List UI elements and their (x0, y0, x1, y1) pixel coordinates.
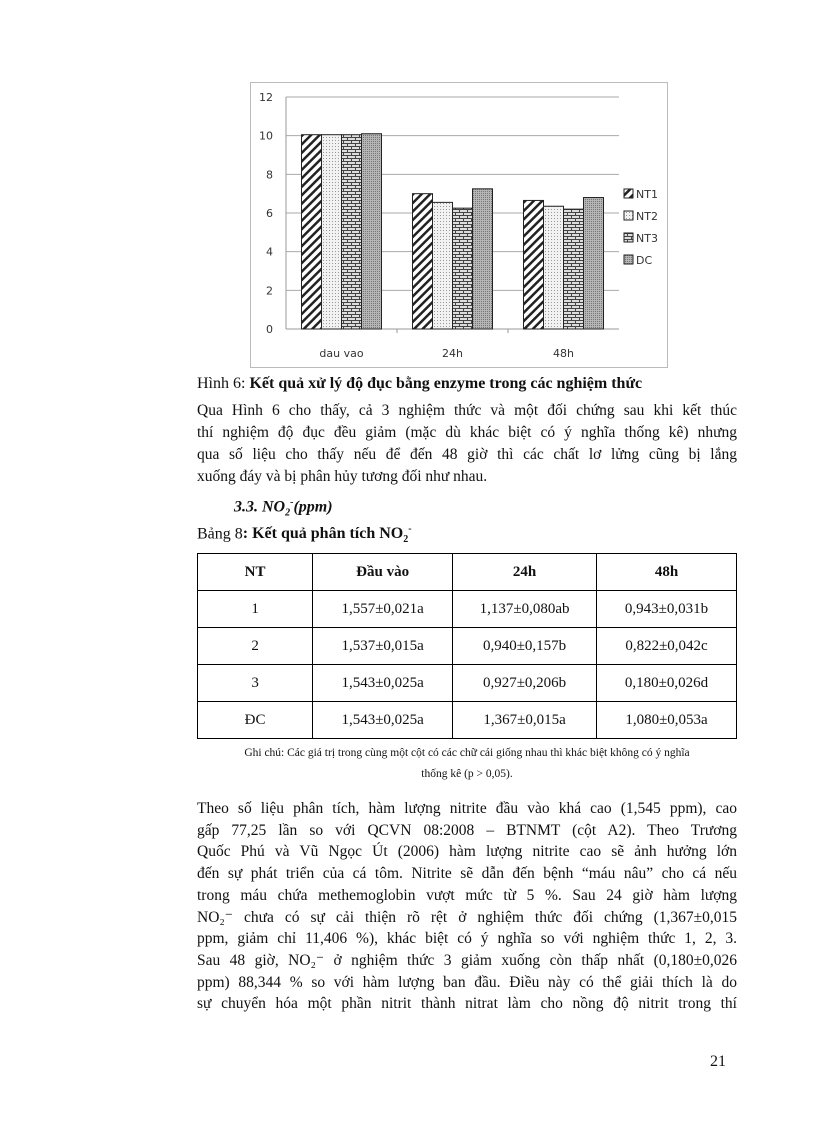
legend-swatch-nt2 (623, 210, 634, 221)
table-row: 1 1,557±0,021a 1,137±0,080ab 0,943±0,031b (196, 590, 737, 628)
table-cell: 1,543±0,025a (312, 664, 454, 702)
table-note-line-2: thống kê (p > 0,05). (421, 768, 513, 780)
bar-nt2-24h (432, 201, 453, 330)
x-tick-label: dau vao (319, 347, 363, 360)
table-cell: 1,543±0,025a (312, 701, 454, 739)
text-line: Sau 48 giờ, NO₂⁻ ở nghiệm thức 3 giảm xu… (197, 951, 737, 969)
text-line: Theo số liệu phân tích, hàm lượng nitrit… (197, 800, 737, 817)
column-header: 24h (452, 553, 598, 591)
text-line: Qua Hình 6 cho thấy, cả 3 nghiệm thức và… (197, 402, 737, 419)
legend-label: NT3 (636, 232, 658, 245)
bar-dc-48h (583, 197, 604, 330)
text-line: NO₂⁻ chưa có sự cải thiện rõ rệt ở nghiệ… (197, 908, 737, 926)
legend-label: NT1 (636, 188, 658, 201)
page-number: 21 (710, 1053, 726, 1070)
bar-nt1-24h (412, 193, 433, 330)
bar-dc-24h (472, 188, 493, 330)
text-line: trong máu chứa methemoglobin vượt mức từ… (197, 886, 737, 904)
table-caption-sub: 2 (403, 534, 409, 546)
x-tick-label: 24h (442, 347, 463, 360)
text-line: xuống đáy và bị phân hủy tương đối như n… (197, 468, 488, 485)
table-cell: 2 (196, 627, 314, 665)
text-line: đến sự phát triển của cá tôm. Nitrite sẽ… (197, 865, 737, 883)
table-cell: 0,943±0,031b (596, 590, 737, 628)
text-line: ppm, giảm chỉ 11,406 %), khác biệt có ý … (197, 930, 737, 948)
table-row: ĐC 1,543±0,025a 1,367±0,015a 1,080±0,053a (196, 701, 737, 739)
legend-swatch-dc (623, 254, 634, 265)
table-header-row: NT Đầu vào 24h 48h (196, 553, 737, 591)
x-tick-label: 48h (553, 347, 574, 360)
bar-nt1-dau-vao (301, 134, 322, 330)
text-line: ppm) 88,344 % so với hàm lượng ban đầu. … (197, 973, 737, 991)
y-tick-label: 10 (259, 130, 273, 143)
results-table: NT Đầu vào 24h 48h 1 1,557±0,021a 1,137±0,080… (196, 553, 737, 739)
y-tick-label: 12 (259, 91, 273, 104)
column-header: NT (196, 553, 314, 591)
bar-dc-dau-vao (361, 133, 382, 330)
bar-nt3-dau-vao (341, 134, 362, 330)
table-cell: 0,180±0,026d (596, 664, 737, 702)
legend-swatch-nt1 (623, 188, 634, 199)
table-cell: 1,137±0,080ab (452, 590, 598, 628)
heading-sub: 2 (285, 507, 291, 519)
y-tick-label: 0 (266, 323, 273, 336)
table-cell: 1,537±0,015a (312, 627, 454, 665)
bar-nt2-dau-vao (321, 134, 342, 330)
bar-chart: 0 2 4 6 8 10 12 dau vao 24h 48h NT1 NT2 NT3 DC (250, 82, 668, 368)
y-tick-label: 6 (266, 207, 273, 220)
table-cell: 1,080±0,053a (596, 701, 737, 739)
table-cell: 0,927±0,206b (452, 664, 598, 702)
column-header: Đầu vào (312, 553, 454, 591)
table-caption-sup: - (408, 524, 412, 535)
table-cell: 1,367±0,015a (452, 701, 598, 739)
table-caption-title: : Kết quả phân tích NO (242, 525, 404, 543)
legend-label: DC (636, 254, 652, 267)
legend-label: NT2 (636, 210, 658, 223)
text-line: sự chuyển hóa một phần nitrit thành nitr… (197, 995, 737, 1013)
table-caption: Bảng 8: Kết quả phân tích NO2- (197, 524, 412, 546)
table-cell: 0,940±0,157b (452, 627, 598, 665)
table-cell: 0,822±0,042c (596, 627, 737, 665)
section-heading: 3.3. NO2-(ppm) (234, 497, 333, 519)
table-row: 3 1,543±0,025a 0,927±0,206b 0,180±0,026d (196, 664, 737, 702)
y-tick-label: 4 (266, 246, 273, 259)
figure-caption: Hình 6: Kết quả xử lý độ đục bằng enzyme… (197, 375, 642, 393)
heading-unit: (ppm) (293, 498, 333, 516)
text-line: Quốc Phú và Vũ Ngọc Út (2006) hàm lượng … (197, 843, 737, 861)
paragraph-2: Theo số liệu phân tích, hàm lượng nitrit… (197, 798, 737, 1015)
bar-nt3-24h (452, 207, 473, 330)
table-cell: 1 (196, 590, 314, 628)
chart-svg: 0 2 4 6 8 10 12 dau vao 24h 48h NT1 NT2 NT3 DC (259, 91, 658, 360)
table-note-line-1: Ghi chú: Các giá trị trong cùng một cột … (244, 747, 690, 759)
caption-title: Kết quả xử lý độ đục bằng enzyme trong c… (249, 375, 643, 392)
paragraph-1: Qua Hình 6 cho thấy, cả 3 nghiệm thức và… (197, 400, 737, 488)
table-row: 2 1,537±0,015a 0,940±0,157b 0,822±0,042c (196, 627, 737, 665)
legend-swatch-nt3 (623, 232, 634, 243)
heading-number: 3.3. NO (234, 498, 286, 516)
text-line: qua số liệu cho thấy nếu để đến 48 giờ t… (197, 446, 737, 463)
y-tick-label: 2 (266, 284, 273, 297)
table-cell: 1,557±0,021a (312, 590, 454, 628)
table-caption-prefix: Bảng 8 (197, 525, 243, 543)
bar-nt1-48h (523, 199, 544, 330)
column-header: 48h (596, 553, 737, 591)
bar-nt2-48h (543, 205, 564, 330)
text-line: gấp 77,25 lần so với QCVN 08:2008 – BTNM… (197, 821, 737, 839)
heading-sup: - (290, 497, 294, 508)
text-line: thí nghiệm độ đục đều giảm (mặc dù khác … (197, 424, 737, 441)
caption-prefix: Hình 6: (197, 375, 250, 392)
table-cell: 3 (196, 664, 314, 702)
y-tick-label: 8 (266, 168, 273, 181)
table-cell: ĐC (196, 701, 314, 739)
bar-nt3-48h (563, 208, 584, 330)
